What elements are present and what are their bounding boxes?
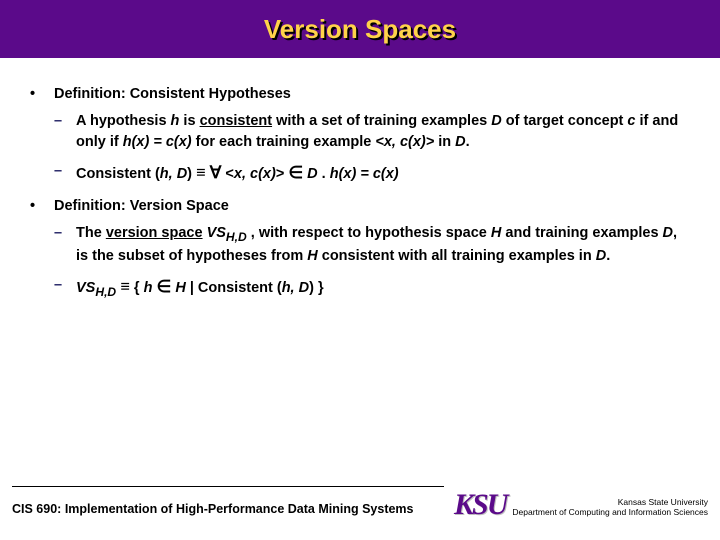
slide-content: •Definition: Consistent Hypotheses–A hyp… <box>0 58 720 302</box>
course-code: CIS 690: <box>12 502 61 516</box>
dash-icon: – <box>54 275 76 301</box>
footer-row: CIS 690: Implementation of High-Performa… <box>12 491 708 518</box>
university-name: Kansas State University <box>512 497 708 508</box>
footer-right: KSU Kansas State University Department o… <box>454 491 708 518</box>
slide-title: Version Spaces <box>264 14 456 45</box>
footer: CIS 690: Implementation of High-Performa… <box>0 486 720 540</box>
sub-bullet: –The version space VSH,D , with respect … <box>54 223 690 267</box>
sub-bullet-text: The version space VSH,D , with respect t… <box>76 223 690 267</box>
sub-bullet-text: A hypothesis h is consistent with a set … <box>76 111 690 153</box>
sub-bullet: –Consistent (h, D) ≡ ∀ <x, c(x)> ∈ D . h… <box>54 161 690 186</box>
footer-affiliation: Kansas State University Department of Co… <box>512 497 708 518</box>
footer-divider <box>12 486 444 487</box>
footer-left: CIS 690: Implementation of High-Performa… <box>12 502 414 518</box>
bullet-top: •Definition: Version Space <box>30 196 690 217</box>
dash-icon: – <box>54 111 76 153</box>
ksu-logo-icon: KSU <box>454 491 506 518</box>
dash-icon: – <box>54 223 76 267</box>
dash-icon: – <box>54 161 76 186</box>
sub-bullet-text: VSH,D ≡ { h ∈ H | Consistent (h, D) } <box>76 275 334 301</box>
sub-bullet-text: Consistent (h, D) ≡ ∀ <x, c(x)> ∈ D . h(… <box>76 161 409 186</box>
bullet-dot-icon: • <box>30 84 54 105</box>
bullet-heading: Definition: Version Space <box>54 196 229 217</box>
department-name: Department of Computing and Information … <box>512 507 708 518</box>
sub-bullet: –A hypothesis h is consistent with a set… <box>54 111 690 153</box>
title-bar: Version Spaces <box>0 0 720 58</box>
course-title: Implementation of High-Performance Data … <box>65 502 414 516</box>
sub-bullet: –VSH,D ≡ { h ∈ H | Consistent (h, D) } <box>54 275 690 301</box>
bullet-dot-icon: • <box>30 196 54 217</box>
bullet-heading: Definition: Consistent Hypotheses <box>54 84 291 105</box>
bullet-top: •Definition: Consistent Hypotheses <box>30 84 690 105</box>
